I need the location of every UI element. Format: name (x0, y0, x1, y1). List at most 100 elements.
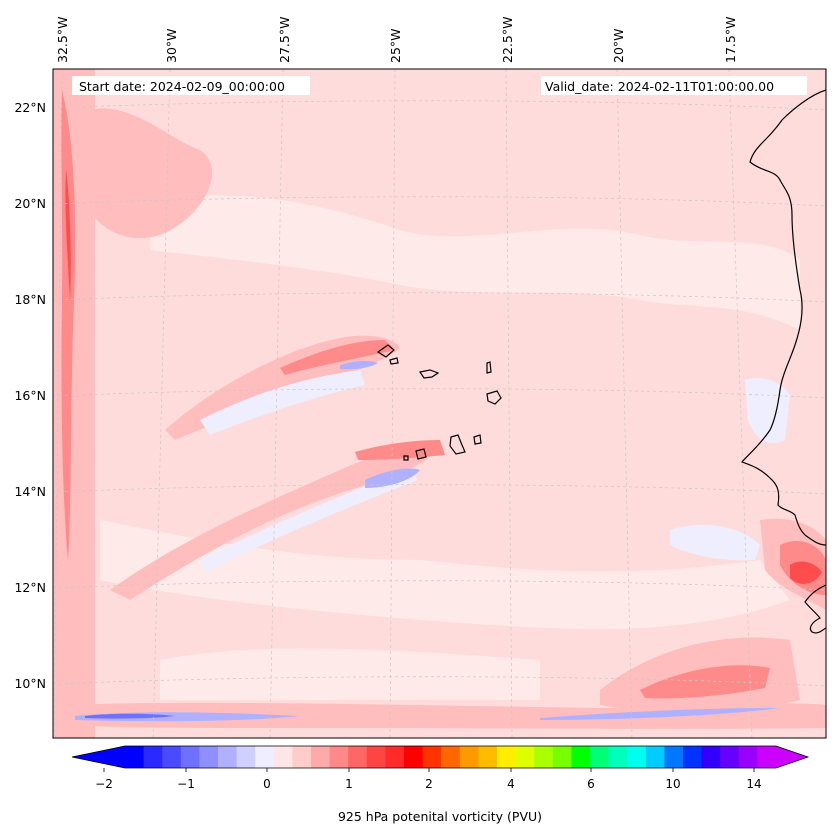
pv-light-region-central (100, 520, 790, 629)
lon-label-25w: 25°W (388, 28, 403, 63)
colorbar-segment (497, 746, 516, 768)
lon-label-27-5w: 27.5°W (277, 17, 292, 63)
cape-verde-santiago (449, 434, 466, 455)
colorbar-segments (125, 746, 777, 768)
pv-light-region-south (160, 648, 540, 700)
colorbar-label: 925 hPa potenital vorticity (PVU) (338, 809, 542, 824)
pv-negative-light-upper (200, 370, 365, 435)
colorbar-tick-label: −2 (95, 777, 113, 791)
colorbar-segment (199, 746, 219, 768)
start-date-box (72, 76, 310, 95)
cape-verde-boa-vista (486, 390, 502, 405)
colorbar-segment (292, 746, 312, 768)
latitude-labels: 22°N 20°N 18°N 16°N 14°N 12°N 10°N (14, 100, 46, 691)
lat-label-16n: 16°N (14, 388, 46, 403)
pv-medium-band-lower (110, 443, 440, 600)
longitude-labels: 32.5°W 30°W 27.5°W 25°W 22.5°W 20°W 17.5… (55, 17, 738, 63)
colorbar-segment (701, 746, 721, 768)
graticule (53, 69, 826, 738)
colorbar-tick-label: 14 (746, 777, 761, 791)
cape-verde-brava (403, 455, 409, 461)
lon-label-17-5w: 17.5°W (723, 17, 738, 63)
colorbar-segment (385, 746, 405, 768)
colorbar-segment (255, 746, 275, 768)
colorbar-extend-max (776, 746, 808, 768)
colorbar-segment (459, 746, 479, 768)
lon-label-22-5w: 22.5°W (500, 17, 515, 63)
pv-medium-band-west (53, 69, 95, 738)
valid-date-label: Valid_date: 2024-02-11T01:00:00.00 (545, 79, 774, 94)
colorbar-segment (552, 746, 572, 768)
colorbar-segment (571, 746, 591, 768)
colorbar-segment (720, 746, 740, 768)
pv-negative-light-coast (670, 525, 760, 561)
colorbar-segment (478, 746, 498, 768)
pv-strong-band-west (61, 90, 76, 560)
pv-negative-light-lower (200, 468, 418, 572)
cape-verde-sao-nicolau (419, 369, 440, 379)
colorbar: −2 −1 0 1 2 4 6 10 14 925 hPa potenital … (71, 745, 810, 824)
colorbar-segment (348, 746, 368, 768)
colorbar-segment (645, 746, 665, 768)
cape-verde-maio (473, 434, 482, 445)
lat-gridline-18n (53, 292, 826, 303)
pv-medium-region-northwest (90, 108, 213, 239)
colorbar-outline (71, 745, 810, 769)
colorbar-segment (143, 746, 163, 768)
cape-verde-sao-vicente (389, 357, 399, 365)
cape-verde-fogo (415, 448, 427, 460)
colorbar-segment (404, 746, 423, 768)
pv-negative-strong-south (85, 713, 175, 719)
cape-verde-santo-antao (376, 344, 395, 358)
lat-gridline-20n (53, 196, 826, 207)
colorbar-tick-label: 4 (507, 777, 515, 791)
lon-label-30w: 30°W (164, 28, 179, 63)
valid-date-box (541, 76, 807, 95)
colorbar-segment (180, 746, 200, 768)
pv-strong-filament-upper (280, 340, 395, 375)
colorbar-segment (608, 746, 628, 768)
colorbar-segment (534, 746, 554, 768)
colorbar-segment (329, 746, 349, 768)
map-frame (52, 68, 827, 739)
lat-label-14n: 14°N (14, 484, 46, 499)
colorbar-tick-label: 1 (345, 777, 353, 791)
colorbar-tick-label: 0 (263, 777, 271, 791)
colorbar-segment (218, 746, 237, 768)
lat-label-22n: 22°N (14, 100, 46, 115)
colorbar-segment (590, 746, 609, 768)
coastline-south-inlet (804, 584, 826, 634)
start-date-label: Start date: 2024-02-09_00:00:00 (79, 79, 285, 94)
lon-label-20w: 20°W (611, 28, 626, 63)
colorbar-ticks (103, 768, 755, 772)
colorbar-segment (366, 746, 386, 768)
lat-label-12n: 12°N (14, 580, 46, 595)
lat-label-18n: 18°N (14, 292, 46, 307)
cape-verde-sal (486, 361, 492, 374)
colorbar-segment (757, 746, 777, 768)
pv-negative-medium-southeast (540, 708, 780, 720)
coastlines (376, 69, 826, 634)
lat-label-20n: 20°N (14, 196, 46, 211)
colorbar-tick-label: 10 (665, 777, 680, 791)
colorbar-segment (422, 746, 442, 768)
colorbar-segment (683, 746, 702, 768)
colorbar-segment (236, 746, 256, 768)
lat-gridline-12n (53, 580, 826, 591)
colorbar-segment (273, 746, 293, 768)
lat-gridline-14n (53, 484, 826, 495)
lat-gridline-10n (53, 676, 826, 687)
pv-intense-region-east (790, 561, 822, 584)
pv-field (53, 69, 826, 738)
lat-gridline-16n (53, 388, 826, 399)
pv-negative-light-east (745, 378, 790, 444)
colorbar-segment (738, 746, 758, 768)
pv-negative-medium-island (365, 468, 420, 488)
pv-light-region-north (150, 195, 800, 330)
colorbar-segment (311, 746, 330, 768)
lon-label-32-5w: 32.5°W (55, 17, 70, 63)
lat-label-10n: 10°N (14, 676, 46, 691)
colorbar-tick-label: −1 (177, 777, 195, 791)
lat-gridline-22n (53, 100, 826, 111)
